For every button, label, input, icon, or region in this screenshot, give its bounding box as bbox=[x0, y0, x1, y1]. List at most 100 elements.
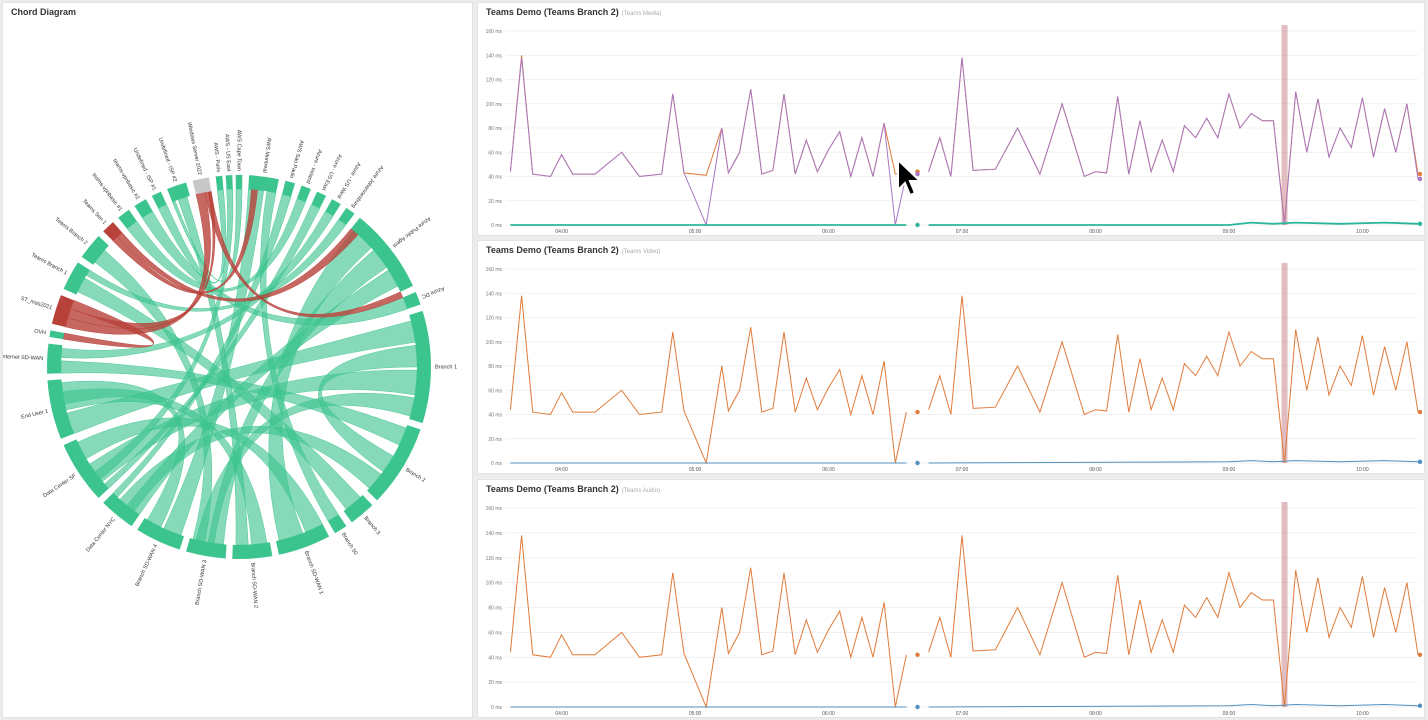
y-tick-label: 60 ms bbox=[488, 630, 502, 636]
chart-title: Teams Demo (Teams Branch 2) (Teams Video) bbox=[486, 245, 661, 255]
series-dot bbox=[915, 460, 920, 466]
chord-ribbon bbox=[117, 228, 359, 302]
chart-panel-video: Teams Demo (Teams Branch 2) (Teams Video)… bbox=[477, 240, 1425, 474]
chord-group-arc[interactable] bbox=[225, 175, 233, 190]
series-end-dot bbox=[1417, 652, 1423, 657]
chord-group-label: Azure - US West bbox=[335, 161, 361, 200]
chord-group-label: OVH bbox=[34, 328, 47, 336]
chord-group-arc[interactable] bbox=[51, 295, 74, 327]
chord-group-label: Branch SD-WAN 2 bbox=[249, 562, 258, 608]
chord-group-arc[interactable] bbox=[328, 514, 347, 534]
chord-group-label: AWS Sao Paulo bbox=[288, 139, 304, 178]
y-tick-label: 40 ms bbox=[488, 175, 502, 181]
series-end-dot bbox=[1417, 459, 1423, 464]
y-tick-label: 160 ms bbox=[486, 29, 503, 35]
chord-group-arc[interactable] bbox=[235, 175, 243, 190]
latency-chart-video[interactable]: 0 ms 20 ms 40 ms 60 ms 80 ms 100 ms 120 ms 140 … bbox=[478, 241, 1425, 474]
chord-title: Chord Diagram bbox=[11, 7, 77, 17]
chord-group-label: End User 1 bbox=[21, 409, 49, 421]
chord-group-arc[interactable] bbox=[325, 199, 341, 217]
y-tick-label: 100 ms bbox=[486, 340, 503, 346]
chord-group-arc[interactable] bbox=[81, 236, 109, 265]
chord-group-arc[interactable] bbox=[232, 542, 273, 559]
latency-chart-audio[interactable]: 0 ms 20 ms 40 ms 60 ms 80 ms 100 ms 120 ms 140 … bbox=[478, 480, 1425, 718]
chord-ribbon bbox=[104, 204, 321, 489]
chord-group-arc[interactable] bbox=[151, 191, 167, 209]
chord-group-arc[interactable] bbox=[311, 191, 327, 209]
chord-group-arc[interactable] bbox=[103, 222, 123, 242]
chord-group-label: Branch SD-WAN 4 bbox=[135, 544, 160, 588]
series-end-dot bbox=[1417, 409, 1423, 415]
x-tick-label: 10:00 bbox=[1356, 711, 1369, 717]
x-tick-label: 05:00 bbox=[689, 711, 702, 717]
y-tick-label: 120 ms bbox=[486, 316, 503, 322]
chord-group-arc[interactable] bbox=[276, 524, 330, 555]
chord-group-arc[interactable] bbox=[137, 517, 184, 550]
series-line bbox=[928, 295, 1419, 464]
chord-ribbon bbox=[62, 299, 155, 348]
x-tick-label: 04:00 bbox=[555, 467, 568, 473]
chord-ribbon bbox=[171, 188, 243, 282]
chord-group-label: teams-vpnbasic #1 bbox=[90, 172, 123, 212]
mouse-cursor-icon bbox=[897, 158, 922, 197]
chord-group-arc[interactable] bbox=[47, 379, 74, 439]
chord-group-arc[interactable] bbox=[47, 343, 63, 374]
chart-subtitle: (Teams Audio) bbox=[621, 488, 661, 494]
series-line bbox=[928, 703, 1419, 708]
chord-group-arc[interactable] bbox=[192, 177, 212, 195]
chord-group-label: Branch 3 bbox=[362, 516, 381, 537]
chord-group-arc[interactable] bbox=[351, 217, 414, 292]
chord-group-arc[interactable] bbox=[103, 492, 140, 527]
y-tick-label: 160 ms bbox=[486, 267, 503, 273]
x-tick-label: 08:00 bbox=[1089, 467, 1102, 473]
chord-group-arc[interactable] bbox=[338, 207, 355, 225]
series-end-dot bbox=[1417, 221, 1423, 226]
chord-group-arc[interactable] bbox=[402, 291, 421, 310]
chart-title: Teams Demo (Teams Branch 2) (Teams Media) bbox=[486, 7, 662, 17]
chord-group-label: Branch 50 bbox=[340, 532, 358, 556]
x-tick-label: 08:00 bbox=[1089, 711, 1102, 717]
series-dot bbox=[915, 652, 920, 657]
chart-subtitle: (Teams Media) bbox=[621, 11, 662, 17]
chord-panel: Chord Diagram Branch 1 Branch 2 Branch 3 Br… bbox=[2, 2, 473, 718]
x-tick-label: 04:00 bbox=[555, 711, 568, 717]
chord-group-arc[interactable] bbox=[167, 182, 190, 202]
chord-group-arc[interactable] bbox=[343, 495, 373, 523]
chord-group-arc[interactable] bbox=[409, 310, 431, 424]
highlight-band bbox=[1281, 502, 1288, 707]
y-tick-label: 20 ms bbox=[488, 680, 502, 686]
y-tick-label: 0 ms bbox=[491, 223, 502, 229]
series-line bbox=[928, 535, 1419, 708]
chord-group-arc[interactable] bbox=[248, 175, 279, 193]
chord-group-arc[interactable] bbox=[134, 199, 153, 218]
series-line bbox=[928, 460, 1419, 464]
y-tick-label: 60 ms bbox=[488, 150, 502, 156]
y-tick-label: 20 ms bbox=[488, 437, 502, 443]
y-tick-label: 60 ms bbox=[488, 388, 502, 394]
chord-group-label: Branch SD-WAN 1 bbox=[303, 550, 324, 595]
chord-group-arc[interactable] bbox=[49, 330, 65, 340]
chord-group-label: AWS - US East bbox=[223, 134, 231, 172]
latency-chart-media[interactable]: 0 ms 20 ms 40 ms 60 ms 80 ms 100 ms 120 ms 140 … bbox=[478, 3, 1425, 236]
chord-group-label: Azure - US East bbox=[320, 153, 343, 192]
series-line bbox=[928, 57, 1419, 226]
x-tick-label: 09:00 bbox=[1223, 711, 1236, 717]
y-tick-label: 80 ms bbox=[488, 126, 502, 132]
x-tick-label: 08:00 bbox=[1089, 229, 1102, 235]
x-tick-label: 09:00 bbox=[1223, 229, 1236, 235]
chord-group-label: Windows Server 2022 bbox=[186, 122, 203, 176]
chord-group-label: Data Center NYC bbox=[85, 517, 117, 554]
chord-group-arc[interactable] bbox=[367, 424, 421, 501]
y-tick-label: 40 ms bbox=[488, 413, 502, 419]
chord-group-arc[interactable] bbox=[186, 538, 227, 559]
y-tick-label: 40 ms bbox=[488, 655, 502, 661]
chord-group-arc[interactable] bbox=[63, 439, 109, 498]
chord-group-arc[interactable] bbox=[63, 262, 90, 295]
chord-group-arc[interactable] bbox=[282, 180, 296, 197]
series-end-dot bbox=[1417, 176, 1423, 182]
chord-group-arc[interactable] bbox=[296, 185, 311, 202]
chord-group-arc[interactable] bbox=[215, 175, 224, 191]
y-tick-label: 100 ms bbox=[486, 581, 503, 587]
chord-group-arc[interactable] bbox=[118, 209, 137, 229]
